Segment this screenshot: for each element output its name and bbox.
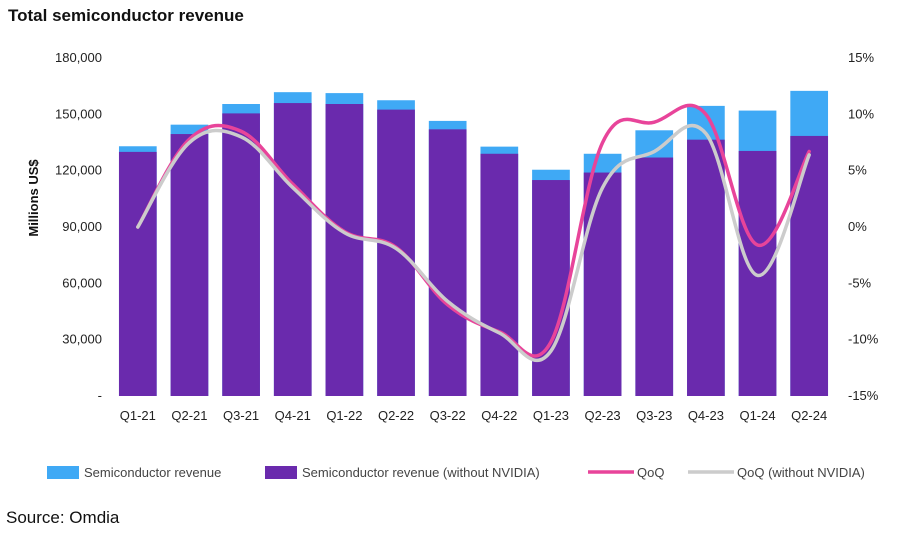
y-tick-label: 60,000 <box>62 275 102 290</box>
y2-tick-label: 0% <box>848 219 867 234</box>
x-tick-label: Q4-21 <box>275 408 311 423</box>
bar-without-nvidia-q3-21 <box>222 113 260 397</box>
bar-without-nvidia-q4-21 <box>273 103 312 397</box>
y2-tick-label: -10% <box>848 332 879 347</box>
legend-label-semiconductor-revenue: Semiconductor revenue <box>84 465 221 480</box>
y2-tick-label: -5% <box>848 275 872 290</box>
x-tick-label: Q2-22 <box>378 408 414 423</box>
legend-label-semiconductor-revenue-without-nvidia: Semiconductor revenue (without NVIDIA) <box>302 465 540 480</box>
x-tick-label: Q4-23 <box>688 408 724 423</box>
y2-tick-label: 10% <box>848 106 874 121</box>
bar-without-nvidia-q4-23 <box>687 139 725 396</box>
x-tick-label: Q2-21 <box>171 408 207 423</box>
bar-without-nvidia-q1-23 <box>532 180 570 396</box>
x-tick-label: Q2-24 <box>791 408 827 423</box>
y2-tick-label: -15% <box>848 388 879 403</box>
y-tick-label: 150,000 <box>55 106 102 121</box>
x-tick-label: Q1-24 <box>739 408 775 423</box>
y-tick-label: - <box>98 388 102 403</box>
y-axis-title: Millions US$ <box>26 159 41 237</box>
bar-without-nvidia-q2-23 <box>583 172 622 396</box>
legend-label-qoq-without-nvidia: QoQ (without NVIDIA) <box>737 465 865 480</box>
x-tick-label: Q3-22 <box>430 408 466 423</box>
line-qoq-without-nvidia <box>136 123 811 363</box>
x-tick-label: Q1-22 <box>326 408 362 423</box>
y-tick-label: 120,000 <box>55 163 102 178</box>
y-tick-label: 30,000 <box>62 332 102 347</box>
legend-swatch-semiconductor-revenue <box>47 466 79 479</box>
x-tick-label: Q1-21 <box>120 408 156 423</box>
y2-tick-label: 15% <box>848 50 874 65</box>
chart-title: Total semiconductor revenue <box>8 6 244 25</box>
bar-without-nvidia-q2-24 <box>790 135 829 396</box>
bar-without-nvidia-q2-21 <box>170 134 209 397</box>
bar-without-nvidia-q3-23 <box>635 157 674 396</box>
legend: Semiconductor revenue Semiconductor reve… <box>47 465 865 480</box>
x-tick-label: Q3-23 <box>636 408 672 423</box>
legend-swatch-semiconductor-revenue-without-nvidia <box>265 466 297 479</box>
bar-without-nvidia-q3-22 <box>428 129 467 396</box>
x-tick-label: Q4-22 <box>481 408 517 423</box>
bar-without-nvidia-q1-21 <box>118 151 157 396</box>
x-tick-label: Q1-23 <box>533 408 569 423</box>
y-tick-label: 180,000 <box>55 50 102 65</box>
bar-without-nvidia-q1-22 <box>325 104 364 396</box>
bar-without-nvidia-q4-22 <box>480 153 519 396</box>
x-tick-label: Q3-21 <box>223 408 259 423</box>
x-tick-label: Q2-23 <box>585 408 621 423</box>
bar-without-nvidia-q2-22 <box>377 109 415 396</box>
legend-label-qoq: QoQ <box>637 465 664 480</box>
bar-without-nvidia-q1-24 <box>738 150 777 396</box>
source-note: Source: Omdia <box>6 508 120 527</box>
y2-tick-label: 5% <box>848 163 867 178</box>
y-tick-label: 90,000 <box>62 219 102 234</box>
